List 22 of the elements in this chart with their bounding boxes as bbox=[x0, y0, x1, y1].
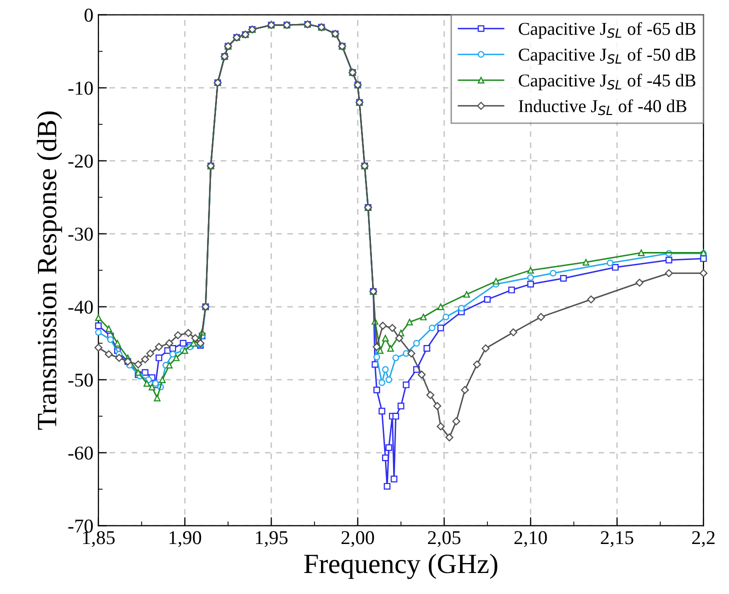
x-tick-label: 1,85 bbox=[83, 531, 115, 548]
x-axis-title: Frequency (GHz) bbox=[304, 554, 498, 580]
y-tick-label: -30 bbox=[68, 228, 93, 241]
y-tick-label: -60 bbox=[68, 446, 93, 460]
x-tick-label: 1,90 bbox=[170, 531, 202, 548]
y-tick-label: -70 bbox=[68, 520, 93, 533]
legend-label: Capacitive J$_{SL}$ of -45 dB bbox=[518, 74, 696, 90]
y-tick-label: -20 bbox=[68, 154, 93, 168]
y-tick-label: -40 bbox=[68, 300, 93, 314]
x-tick-label: 2,2 bbox=[692, 531, 715, 548]
legend-label: Inductive J$_{SL}$ of -40 dB bbox=[518, 99, 686, 116]
x-tick-label: 1,95 bbox=[256, 531, 288, 548]
y-axis-title: Transmission Response (dB) bbox=[36, 112, 62, 430]
x-tick-label: 2,00 bbox=[342, 531, 374, 548]
y-tick-label: -10 bbox=[68, 82, 93, 95]
x-tick-label: 2,05 bbox=[428, 531, 460, 548]
y-tick-label: -50 bbox=[68, 374, 93, 387]
legend-label: Capacitive J$_{SL}$ of -50 dB bbox=[518, 48, 696, 64]
y-tick-label: 0 bbox=[84, 8, 93, 22]
x-tick-label: 2,10 bbox=[514, 531, 547, 548]
legend-label: Capacitive J$_{SL}$ of -65 dB bbox=[518, 22, 696, 39]
x-tick-label: 2,15 bbox=[600, 531, 634, 548]
